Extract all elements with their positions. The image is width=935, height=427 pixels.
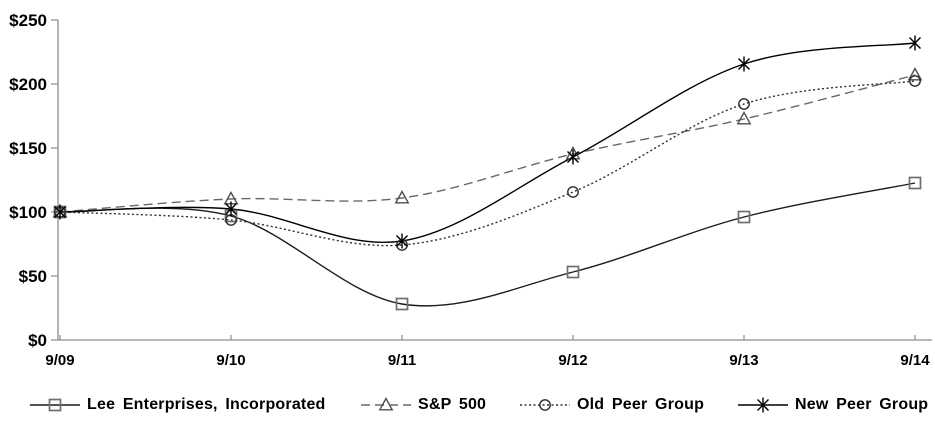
asterisk-marker-icon bbox=[567, 151, 579, 163]
circle-marker-icon bbox=[909, 75, 921, 87]
square-marker-icon bbox=[48, 398, 62, 412]
y-axis-label: $0 bbox=[28, 331, 47, 350]
x-axis-label: 9/13 bbox=[729, 352, 758, 369]
data-point-old-peer-group-9-12 bbox=[567, 186, 579, 198]
asterisk-marker-icon bbox=[396, 235, 408, 247]
data-point-s-p-500-9-13 bbox=[736, 111, 752, 125]
data-point-s-p-500-9-11 bbox=[394, 190, 410, 204]
data-point-new-peer-group-9-11 bbox=[396, 233, 408, 249]
series-line-s-p-500 bbox=[59, 74, 916, 213]
triangle-marker-icon bbox=[907, 67, 923, 81]
legend-swatch-circle-line-icon bbox=[520, 399, 570, 411]
y-axis-label: $200 bbox=[9, 75, 47, 94]
x-axis-label: 9/10 bbox=[216, 352, 245, 369]
plot-area: $0 $50 $100 $150 $200 $250 9/09 9/10 9/11 9/12 9/1… bbox=[9, 11, 932, 369]
legend-item-lee-enterprises: Lee Enterprises, Incorporated bbox=[30, 396, 326, 414]
series-line-lee-enterprises-incorporated bbox=[59, 182, 916, 307]
legend-item-old-peer-group: Old Peer Group bbox=[520, 396, 704, 414]
data-point-lee-enterprises-incorporated-9-13 bbox=[737, 210, 751, 224]
data-point-new-peer-group-9-14 bbox=[909, 35, 921, 51]
y-axis-label: $250 bbox=[9, 11, 47, 30]
data-point-lee-enterprises-incorporated-9-11 bbox=[395, 297, 409, 311]
legend-label-new-peer-group: New Peer Group bbox=[795, 396, 929, 413]
legend-item-new-peer-group: New Peer Group bbox=[738, 396, 928, 414]
data-point-old-peer-group-9-13 bbox=[738, 98, 750, 110]
data-point-new-peer-group-9-12 bbox=[567, 149, 579, 165]
triangle-marker-icon bbox=[394, 190, 410, 204]
y-axis-label: $100 bbox=[9, 203, 47, 222]
asterisk-marker-icon bbox=[225, 203, 237, 215]
triangle-marker-icon bbox=[378, 397, 394, 411]
legend-swatch-asterisk-line-icon bbox=[738, 397, 788, 413]
data-point-new-peer-group-9-13 bbox=[738, 56, 750, 72]
legend-item-sp500: S&P 500 bbox=[361, 396, 486, 414]
data-point-s-p-500-9-14 bbox=[907, 67, 923, 81]
data-point-lee-enterprises-incorporated-9-12 bbox=[566, 265, 580, 279]
circle-marker-icon bbox=[567, 186, 579, 198]
square-marker-icon bbox=[395, 297, 409, 311]
series-line-old-peer-group bbox=[59, 80, 916, 247]
y-axis-label: $150 bbox=[9, 139, 47, 158]
triangle-marker-icon bbox=[736, 111, 752, 125]
circle-marker-icon bbox=[539, 399, 551, 411]
asterisk-marker-icon bbox=[54, 206, 66, 218]
legend-marker-asterisk bbox=[757, 397, 769, 413]
square-marker-icon bbox=[908, 176, 922, 190]
square-marker-icon bbox=[566, 265, 580, 279]
data-point-new-peer-group-9-10 bbox=[225, 201, 237, 217]
legend-label-old-peer-group: Old Peer Group bbox=[577, 396, 705, 413]
asterisk-marker-icon bbox=[757, 399, 769, 411]
legend-swatch-square-line-icon bbox=[30, 398, 80, 412]
x-axis-label: 9/14 bbox=[900, 352, 930, 369]
legend-marker-circle bbox=[539, 399, 551, 411]
legend-marker-square bbox=[48, 398, 62, 412]
legend-label-sp500: S&P 500 bbox=[418, 396, 487, 413]
asterisk-marker-icon bbox=[738, 58, 750, 70]
asterisk-marker-icon bbox=[909, 37, 921, 49]
legend-label-lee-enterprises: Lee Enterprises, Incorporated bbox=[87, 396, 326, 413]
y-axis-label: $50 bbox=[19, 267, 47, 286]
data-point-old-peer-group-9-14 bbox=[909, 75, 921, 87]
x-axis-label: 9/12 bbox=[558, 352, 587, 369]
data-point-lee-enterprises-incorporated-9-14 bbox=[908, 176, 922, 190]
circle-marker-icon bbox=[738, 98, 750, 110]
square-marker-icon bbox=[737, 210, 751, 224]
x-axis-label: 9/11 bbox=[388, 352, 416, 369]
data-point-new-peer-group-9-09 bbox=[54, 204, 66, 220]
legend-swatch-triangle-line-icon bbox=[361, 397, 411, 411]
chart-legend: Lee Enterprises, Incorporated S&P 500 Ol… bbox=[0, 390, 935, 424]
x-axis-label: 9/09 bbox=[45, 352, 74, 369]
series-line-new-peer-group bbox=[59, 42, 916, 243]
legend-marker-triangle bbox=[378, 397, 394, 411]
